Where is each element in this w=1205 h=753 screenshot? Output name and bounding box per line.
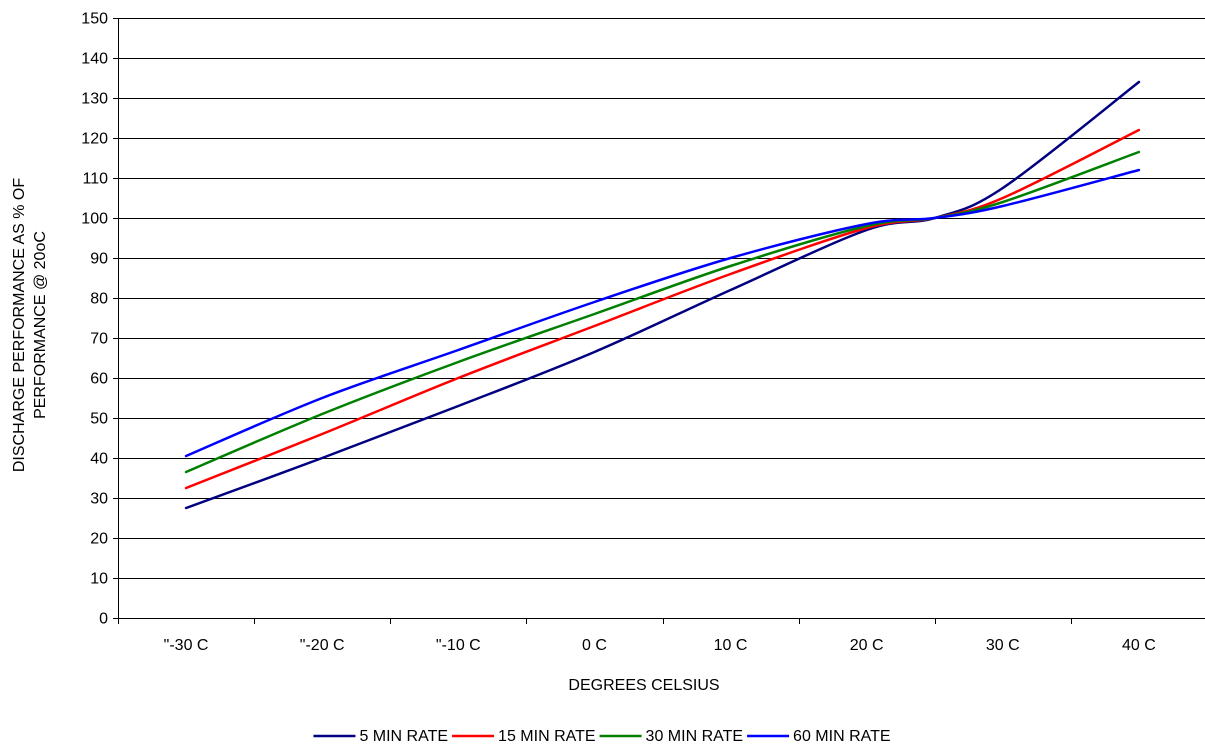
y-tick-labels: 0 10 20 30 40 50 60 70 80 90 100 110 120 130 140 150	[81, 11, 108, 628]
y-axis-title: DISCHARGE PERFORMANCE AS % OF PERFORMANC…	[11, 178, 49, 472]
y-tick-label: 140	[81, 51, 108, 68]
y-tick-label: 30	[90, 491, 108, 508]
series-line-30-min-rate	[184, 150, 1141, 474]
x-tick-labels: "-30 C "-20 C "-10 C 0 C 10 C 20 C 30 C 40 C	[164, 637, 1156, 654]
series-lines	[184, 80, 1141, 510]
x-tick-label: 10 C	[714, 637, 748, 654]
x-tick-label: 30 C	[986, 637, 1020, 654]
y-tick-label: 0	[99, 611, 108, 628]
y-tick-label: 100	[81, 211, 108, 228]
gridlines	[118, 18, 1205, 579]
x-tick-label: 20 C	[850, 637, 884, 654]
x-tick-label: 40 C	[1122, 637, 1156, 654]
y-tick-label: 40	[90, 451, 108, 468]
y-axis-title-line-2: PERFORMANCE @ 20oC	[32, 231, 49, 419]
y-tick-label: 50	[90, 411, 108, 428]
y-tick-label: 110	[82, 171, 108, 188]
legend: 5 MIN RATE 15 MIN RATE 30 MIN RATE 60 MIN R…	[313, 728, 891, 745]
y-tick-label: 10	[90, 571, 108, 588]
x-tick-label: "-20 C	[300, 637, 345, 654]
series-line-5-min-rate	[184, 80, 1141, 510]
axes	[113, 18, 1205, 624]
legend-label-15-min-rate: 15 MIN RATE	[498, 728, 596, 745]
y-tick-label: 150	[81, 11, 108, 28]
legend-label-5-min-rate: 5 MIN RATE	[359, 728, 448, 745]
y-axis-title-line-1: DISCHARGE PERFORMANCE AS % OF	[11, 178, 28, 472]
x-tick-label: "-30 C	[164, 637, 209, 654]
legend-label-30-min-rate: 30 MIN RATE	[646, 728, 744, 745]
series-line-60-min-rate	[184, 168, 1141, 458]
x-axis-title: DEGREES CELSIUS	[568, 677, 719, 694]
series-line-15-min-rate	[184, 128, 1141, 490]
y-tick-label: 120	[81, 131, 108, 148]
y-tick-label: 60	[90, 371, 108, 388]
y-tick-label: 90	[90, 251, 108, 268]
x-tick-label: "-10 C	[436, 637, 481, 654]
y-tick-label: 80	[90, 291, 108, 308]
x-tick-label: 0 C	[582, 637, 607, 654]
y-tick-label: 70	[90, 331, 108, 348]
y-tick-label: 20	[90, 531, 108, 548]
y-tick-label: 130	[81, 91, 108, 108]
legend-label-60-min-rate: 60 MIN RATE	[793, 728, 891, 745]
